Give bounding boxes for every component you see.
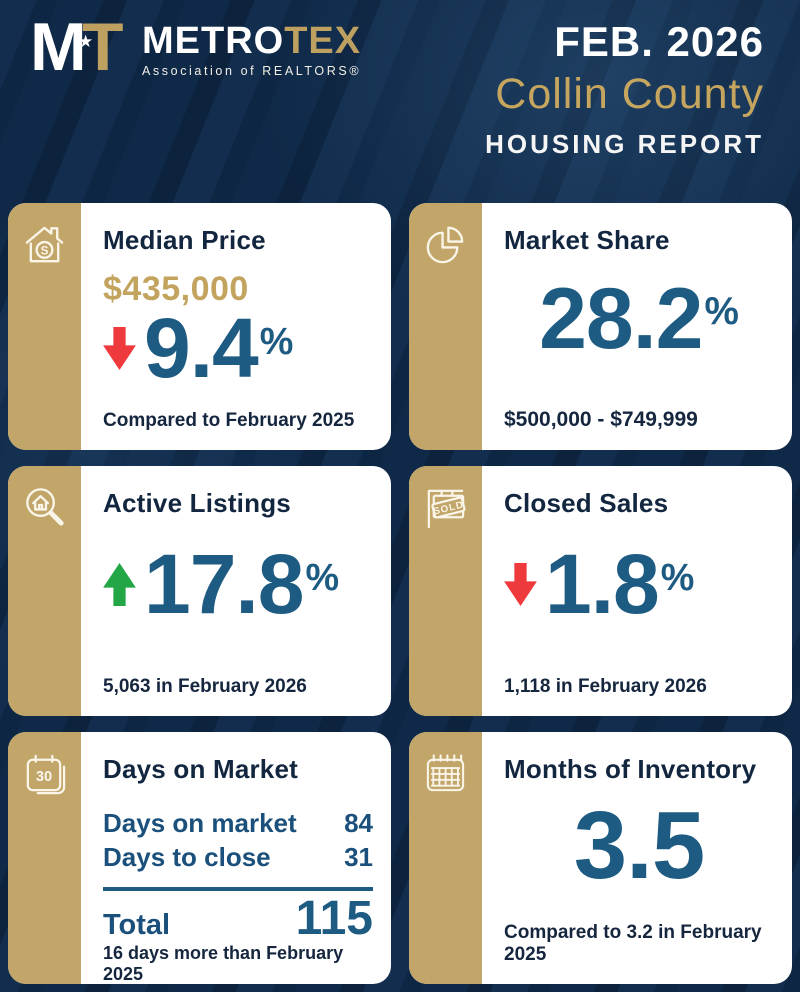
percent-sign: %: [259, 320, 294, 363]
metrotex-logo: M T ★ METROTEX Association of REALTORS®: [30, 9, 361, 85]
star-icon: ★: [78, 32, 94, 51]
card-title: Market Share: [504, 225, 670, 255]
logo-wordmark: METROTEX Association of REALTORS®: [142, 14, 361, 78]
total-label: Total: [103, 908, 171, 941]
card-accent-stripe: 30: [8, 732, 81, 984]
stat-value: 3.5: [573, 792, 705, 900]
row-value: 31: [344, 841, 373, 872]
house-dollar-icon: S: [25, 226, 64, 263]
card-note: Compared to 3.2 in February 2025: [504, 921, 762, 965]
report-region: Collin County: [495, 70, 764, 118]
card-title: Active Listings: [103, 488, 291, 518]
calendar-30-icon: 30: [26, 754, 66, 795]
stat-row: 1.8%: [504, 537, 774, 631]
days-on-market-row: Days on market 84: [103, 807, 373, 841]
svg-text:S: S: [41, 244, 49, 257]
stat-value: 9.4%: [144, 301, 294, 395]
pie-chart-icon: [426, 226, 464, 264]
card-note: Compared to February 2025: [103, 410, 355, 431]
stat-row: 28.2%: [504, 271, 774, 368]
card-note: 16 days more than February 2025: [103, 942, 344, 984]
trend-down-icon: [504, 563, 537, 607]
report-title: HOUSING REPORT: [485, 129, 764, 159]
total-divider: [103, 886, 373, 891]
stat-row: 3.5: [504, 792, 774, 900]
logo-association-text: Association of REALTORS®: [142, 64, 362, 78]
metrotex-logo-mark: M T ★: [30, 9, 136, 85]
report-title-block: FEB. 2026 Collin County HOUSING REPORT: [485, 18, 764, 160]
card-title: Median Price: [103, 225, 266, 255]
card-note: $500,000 - $749,999: [504, 408, 698, 431]
logo-word-tex: TEX: [284, 20, 362, 62]
card-accent-stripe: [8, 466, 81, 716]
stat-value: 28.2%: [539, 271, 739, 368]
logo-letter-m: M: [30, 9, 87, 85]
card-accent-stripe: SOLD: [409, 466, 482, 716]
card-note: 1,118 in February 2026: [504, 676, 707, 697]
card-closed-sales: SOLD Closed Sales 1.8% 1,118 in February…: [409, 466, 792, 716]
percent-sign: %: [660, 556, 695, 599]
calendar-grid-icon: [426, 754, 465, 792]
card-title: Months of Inventory: [504, 754, 757, 784]
card-market-share: Market Share 28.2% $500,000 - $749,999: [409, 203, 792, 450]
stat-row: 9.4%: [103, 301, 373, 395]
logo-wordmark-text: METROTEX: [142, 22, 361, 60]
home-search-icon: [26, 488, 64, 526]
logo-word-metro: METRO: [142, 20, 285, 62]
percent-sign: %: [704, 290, 739, 334]
row-label: Days on market: [103, 808, 297, 838]
percent-sign: %: [305, 556, 340, 599]
svg-text:30: 30: [36, 769, 52, 785]
logo-letter-t: T: [82, 9, 124, 85]
card-days-on-market: 30 Days on Market Days on market 84 Days…: [8, 732, 391, 984]
days-to-close-row: Days to close 31: [103, 841, 373, 875]
row-label: Days to close: [103, 841, 271, 872]
card-accent-stripe: [409, 732, 482, 984]
row-value: 84: [344, 808, 373, 838]
card-months-of-inventory: Months of Inventory 3.5 Compared to 3.2 …: [409, 732, 792, 984]
card-title: Days on Market: [103, 754, 298, 784]
card-accent-stripe: S: [8, 203, 81, 450]
card-accent-stripe: [409, 203, 482, 450]
stat-row: 17.8%: [103, 537, 373, 631]
total-value: 115: [295, 891, 373, 945]
card-title: Closed Sales: [504, 488, 669, 518]
trend-down-icon: [103, 327, 136, 371]
stat-cards-grid: S Median Price $435,000 9.4% Compared to…: [0, 203, 800, 984]
total-row: Total 115: [103, 891, 373, 945]
card-note: 5,063 in February 2026: [103, 676, 307, 697]
sold-sign-icon: SOLD: [427, 489, 466, 529]
trend-up-icon: [103, 563, 136, 607]
report-header: M T ★ METROTEX Association of REALTORS® …: [0, 0, 800, 203]
card-active-listings: Active Listings 17.8% 5,063 in February …: [8, 466, 391, 716]
stat-value: 17.8%: [144, 537, 340, 631]
stat-value: 1.8%: [545, 537, 695, 631]
median-price-amount: $435,000: [103, 270, 249, 308]
days-breakdown: Days on market 84 Days to close 31: [103, 807, 373, 875]
report-period: FEB. 2026: [554, 18, 764, 65]
card-median-price: S Median Price $435,000 9.4% Compared to…: [8, 203, 391, 450]
